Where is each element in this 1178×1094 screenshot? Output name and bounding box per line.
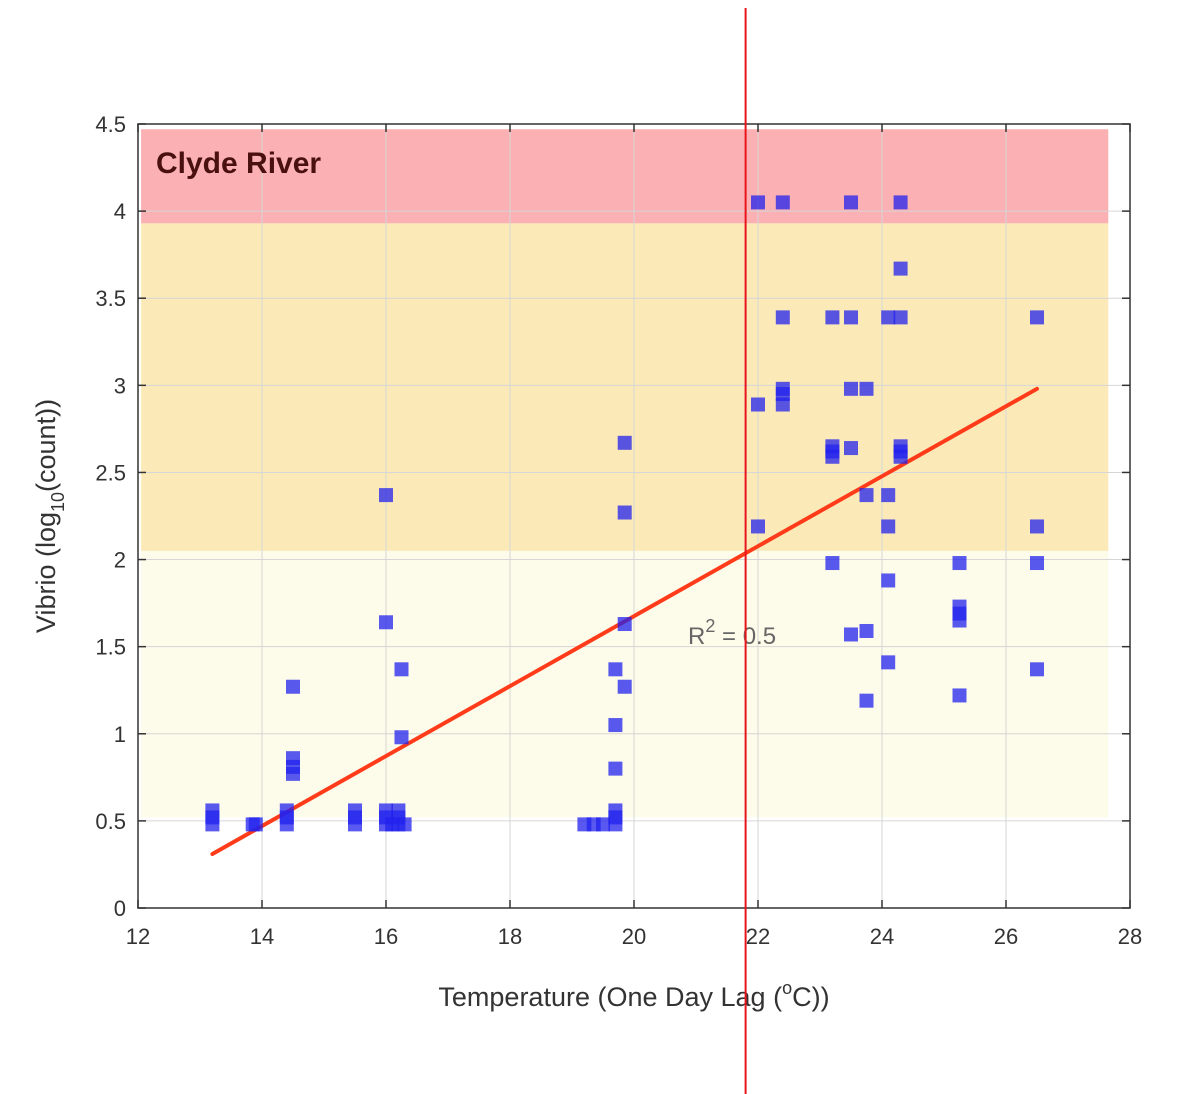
data-point [844, 441, 858, 456]
data-point [844, 195, 858, 210]
data-point [751, 519, 765, 534]
data-point [1030, 310, 1044, 325]
data-point [881, 573, 896, 588]
data-point [379, 615, 393, 630]
data-point [394, 730, 409, 745]
y-tick-label: 4.5 [95, 112, 126, 137]
axis-ticks [137, 123, 1131, 909]
data-point [952, 613, 967, 628]
y-tick-label: 4 [114, 199, 126, 224]
data-point [617, 679, 632, 694]
x-tick-label: 12 [126, 924, 150, 949]
data-point [751, 397, 765, 412]
data-point [617, 435, 632, 450]
data-point [881, 310, 896, 325]
x-tick-label: 20 [622, 924, 646, 949]
data-point [608, 817, 623, 832]
y-tick-label: 1.5 [95, 635, 126, 660]
data-point [881, 519, 896, 534]
data-point [952, 688, 967, 703]
data-point [775, 195, 790, 210]
data-point [205, 803, 220, 818]
data-point [608, 761, 623, 776]
data-point [859, 623, 874, 638]
data-point [1030, 662, 1044, 677]
x-tick-label: 14 [250, 924, 274, 949]
band-1 [141, 223, 1109, 551]
data-point [881, 655, 896, 670]
data-point [608, 718, 623, 733]
data-point [279, 803, 294, 818]
data-point [391, 803, 406, 818]
x-axis-label: Temperature (One Day Lag (oC)) [438, 978, 829, 1012]
y-tick-label: 3 [114, 373, 126, 398]
data-point [825, 449, 840, 464]
x-tick-label: 18 [498, 924, 522, 949]
background-bands [141, 129, 1109, 818]
data-point [844, 310, 858, 325]
y-tick-label: 1 [114, 722, 126, 747]
data-point [881, 488, 896, 503]
data-point [617, 617, 632, 632]
data-point [379, 488, 393, 503]
data-point [844, 381, 858, 396]
data-point [893, 449, 908, 464]
y-tick-label: 0.5 [95, 809, 126, 834]
data-point [617, 505, 632, 520]
data-point [952, 556, 967, 571]
data-point [859, 381, 874, 396]
data-point [893, 261, 908, 276]
x-tick-label: 16 [374, 924, 398, 949]
data-point [825, 556, 840, 571]
y-axis-label: Vibrio (log10(count)) [31, 399, 68, 633]
y-tick-labels: 0 0.5 1 1.5 2 2.5 3 3.5 4 4.5 [95, 112, 126, 921]
x-tick-labels: 12 14 16 18 20 22 24 26 28 [126, 924, 1142, 949]
data-point [286, 766, 300, 781]
data-point [844, 627, 858, 642]
data-point [775, 397, 790, 412]
data-point [348, 803, 362, 818]
data-point [596, 817, 610, 832]
y-tick-label: 0 [114, 896, 126, 921]
y-tick-label: 3.5 [95, 286, 126, 311]
data-point [751, 195, 765, 210]
band-2 [141, 129, 1109, 224]
data-point [608, 662, 623, 677]
r2-superscript: 2 [705, 616, 715, 636]
x-tick-label: 22 [746, 924, 770, 949]
y-tick-label: 2 [114, 548, 126, 573]
data-point [893, 310, 908, 325]
data-point [394, 662, 409, 677]
x-tick-label: 28 [1118, 924, 1142, 949]
x-tick-label: 26 [994, 924, 1018, 949]
data-point [825, 310, 840, 325]
x-tick-label: 24 [870, 924, 894, 949]
y-tick-label: 2.5 [95, 460, 126, 485]
data-point [859, 488, 874, 503]
r2-prefix: R [688, 623, 705, 650]
data-point [859, 693, 874, 708]
data-points [205, 195, 1044, 832]
data-point [397, 817, 412, 832]
data-point [379, 803, 393, 818]
chart-title: Clyde River [156, 147, 321, 180]
data-point [245, 817, 260, 832]
data-point [1030, 556, 1044, 571]
data-point [775, 310, 790, 325]
data-point [1030, 519, 1044, 534]
data-point [286, 679, 300, 694]
data-point [893, 195, 908, 210]
